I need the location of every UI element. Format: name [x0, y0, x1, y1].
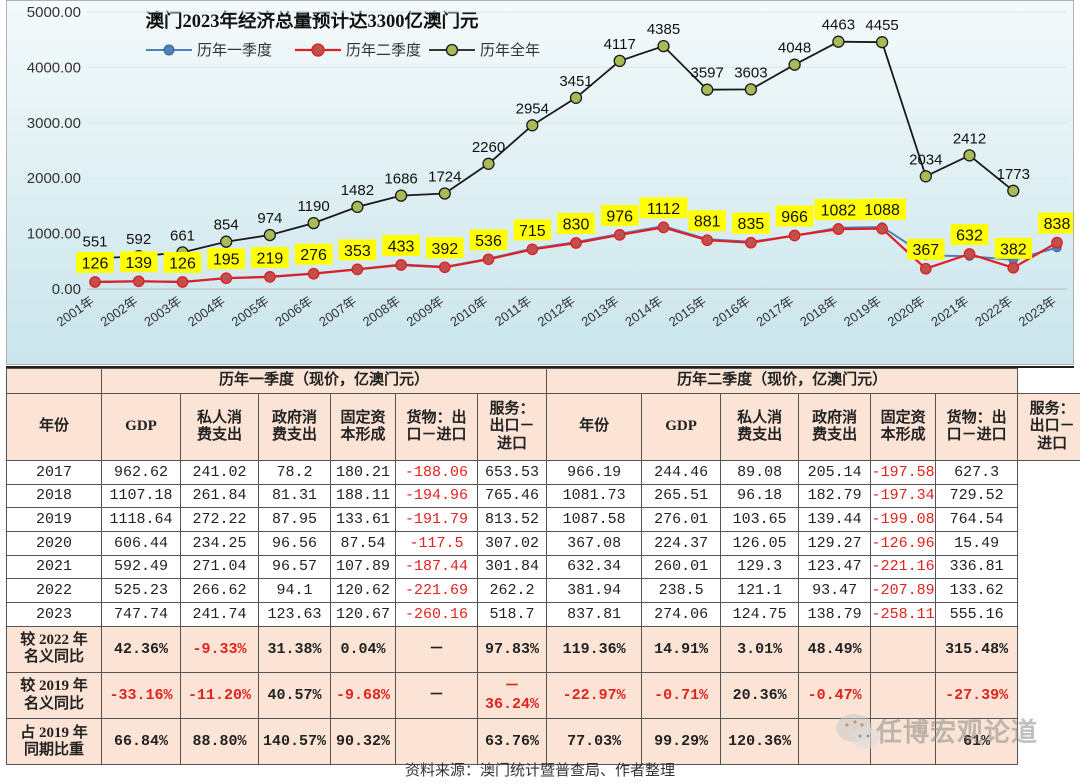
svg-text:632: 632	[956, 228, 983, 245]
svg-text:2013年: 2013年	[578, 293, 621, 329]
svg-text:3451: 3451	[559, 73, 592, 90]
svg-text:382: 382	[1000, 241, 1027, 258]
svg-text:219: 219	[257, 250, 284, 267]
svg-text:3603: 3603	[734, 64, 767, 81]
svg-text:276: 276	[300, 247, 327, 264]
svg-text:2000.00: 2000.00	[27, 170, 81, 187]
svg-text:126: 126	[82, 256, 109, 273]
svg-text:1482: 1482	[341, 182, 374, 199]
svg-text:195: 195	[213, 252, 240, 269]
svg-text:2018年: 2018年	[797, 293, 840, 329]
svg-text:139: 139	[125, 255, 152, 272]
svg-text:3000.00: 3000.00	[27, 115, 81, 132]
svg-text:835: 835	[738, 216, 765, 233]
svg-text:4000.00: 4000.00	[27, 59, 81, 76]
svg-text:830: 830	[563, 217, 590, 234]
svg-text:854: 854	[214, 217, 239, 234]
svg-text:367: 367	[912, 242, 939, 259]
svg-text:1000.00: 1000.00	[27, 226, 81, 243]
svg-text:353: 353	[344, 243, 371, 260]
svg-text:2012年: 2012年	[535, 293, 578, 329]
svg-text:1773: 1773	[997, 166, 1030, 183]
svg-text:2011年: 2011年	[492, 293, 534, 329]
svg-text:2023年: 2023年	[1016, 293, 1059, 329]
svg-text:433: 433	[388, 239, 415, 256]
svg-text:2021年: 2021年	[928, 293, 971, 329]
svg-text:2005年: 2005年	[229, 293, 272, 329]
svg-text:592: 592	[126, 231, 151, 248]
svg-text:2260: 2260	[472, 139, 505, 156]
svg-text:2034: 2034	[909, 151, 942, 168]
svg-text:2014年: 2014年	[622, 293, 665, 329]
svg-text:1112: 1112	[647, 201, 680, 218]
svg-text:974: 974	[257, 210, 282, 227]
svg-text:2009年: 2009年	[404, 293, 447, 329]
svg-text:126: 126	[169, 256, 196, 273]
svg-text:2954: 2954	[516, 100, 549, 117]
svg-text:3597: 3597	[691, 65, 724, 82]
svg-text:1724: 1724	[428, 169, 461, 186]
svg-text:2015年: 2015年	[666, 293, 709, 329]
svg-text:1190: 1190	[297, 198, 329, 215]
svg-text:2412: 2412	[953, 130, 986, 147]
svg-text:881: 881	[694, 214, 721, 231]
svg-text:551: 551	[82, 234, 107, 251]
svg-text:2002年: 2002年	[97, 293, 140, 329]
svg-text:715: 715	[519, 223, 546, 240]
svg-text:392: 392	[431, 241, 458, 258]
svg-text:2017年: 2017年	[753, 293, 796, 329]
svg-text:2022年: 2022年	[972, 293, 1015, 329]
svg-text:976: 976	[606, 208, 633, 225]
svg-text:2010年: 2010年	[447, 293, 490, 329]
svg-text:2007年: 2007年	[316, 293, 359, 329]
svg-text:5000.00: 5000.00	[27, 4, 81, 21]
svg-text:4048: 4048	[778, 40, 811, 57]
svg-text:4463: 4463	[822, 17, 855, 34]
svg-text:2008年: 2008年	[360, 293, 403, 329]
svg-text:2003年: 2003年	[141, 293, 184, 329]
svg-text:966: 966	[781, 209, 808, 226]
svg-text:2019年: 2019年	[841, 293, 884, 329]
svg-text:2004年: 2004年	[185, 293, 228, 329]
svg-text:838: 838	[1044, 216, 1071, 233]
svg-text:1686: 1686	[384, 171, 417, 188]
svg-text:2001年: 2001年	[54, 293, 97, 329]
svg-text:2006年: 2006年	[272, 293, 315, 329]
svg-text:661: 661	[170, 227, 195, 244]
svg-text:2016年: 2016年	[710, 293, 753, 329]
svg-text:2020年: 2020年	[885, 293, 928, 329]
svg-text:4117: 4117	[604, 36, 636, 53]
svg-text:4385: 4385	[647, 21, 680, 38]
svg-text:1088: 1088	[864, 202, 900, 219]
svg-text:0.00: 0.00	[52, 281, 81, 298]
svg-text:4455: 4455	[865, 17, 898, 34]
svg-text:536: 536	[475, 233, 502, 250]
svg-text:1082: 1082	[821, 203, 857, 220]
